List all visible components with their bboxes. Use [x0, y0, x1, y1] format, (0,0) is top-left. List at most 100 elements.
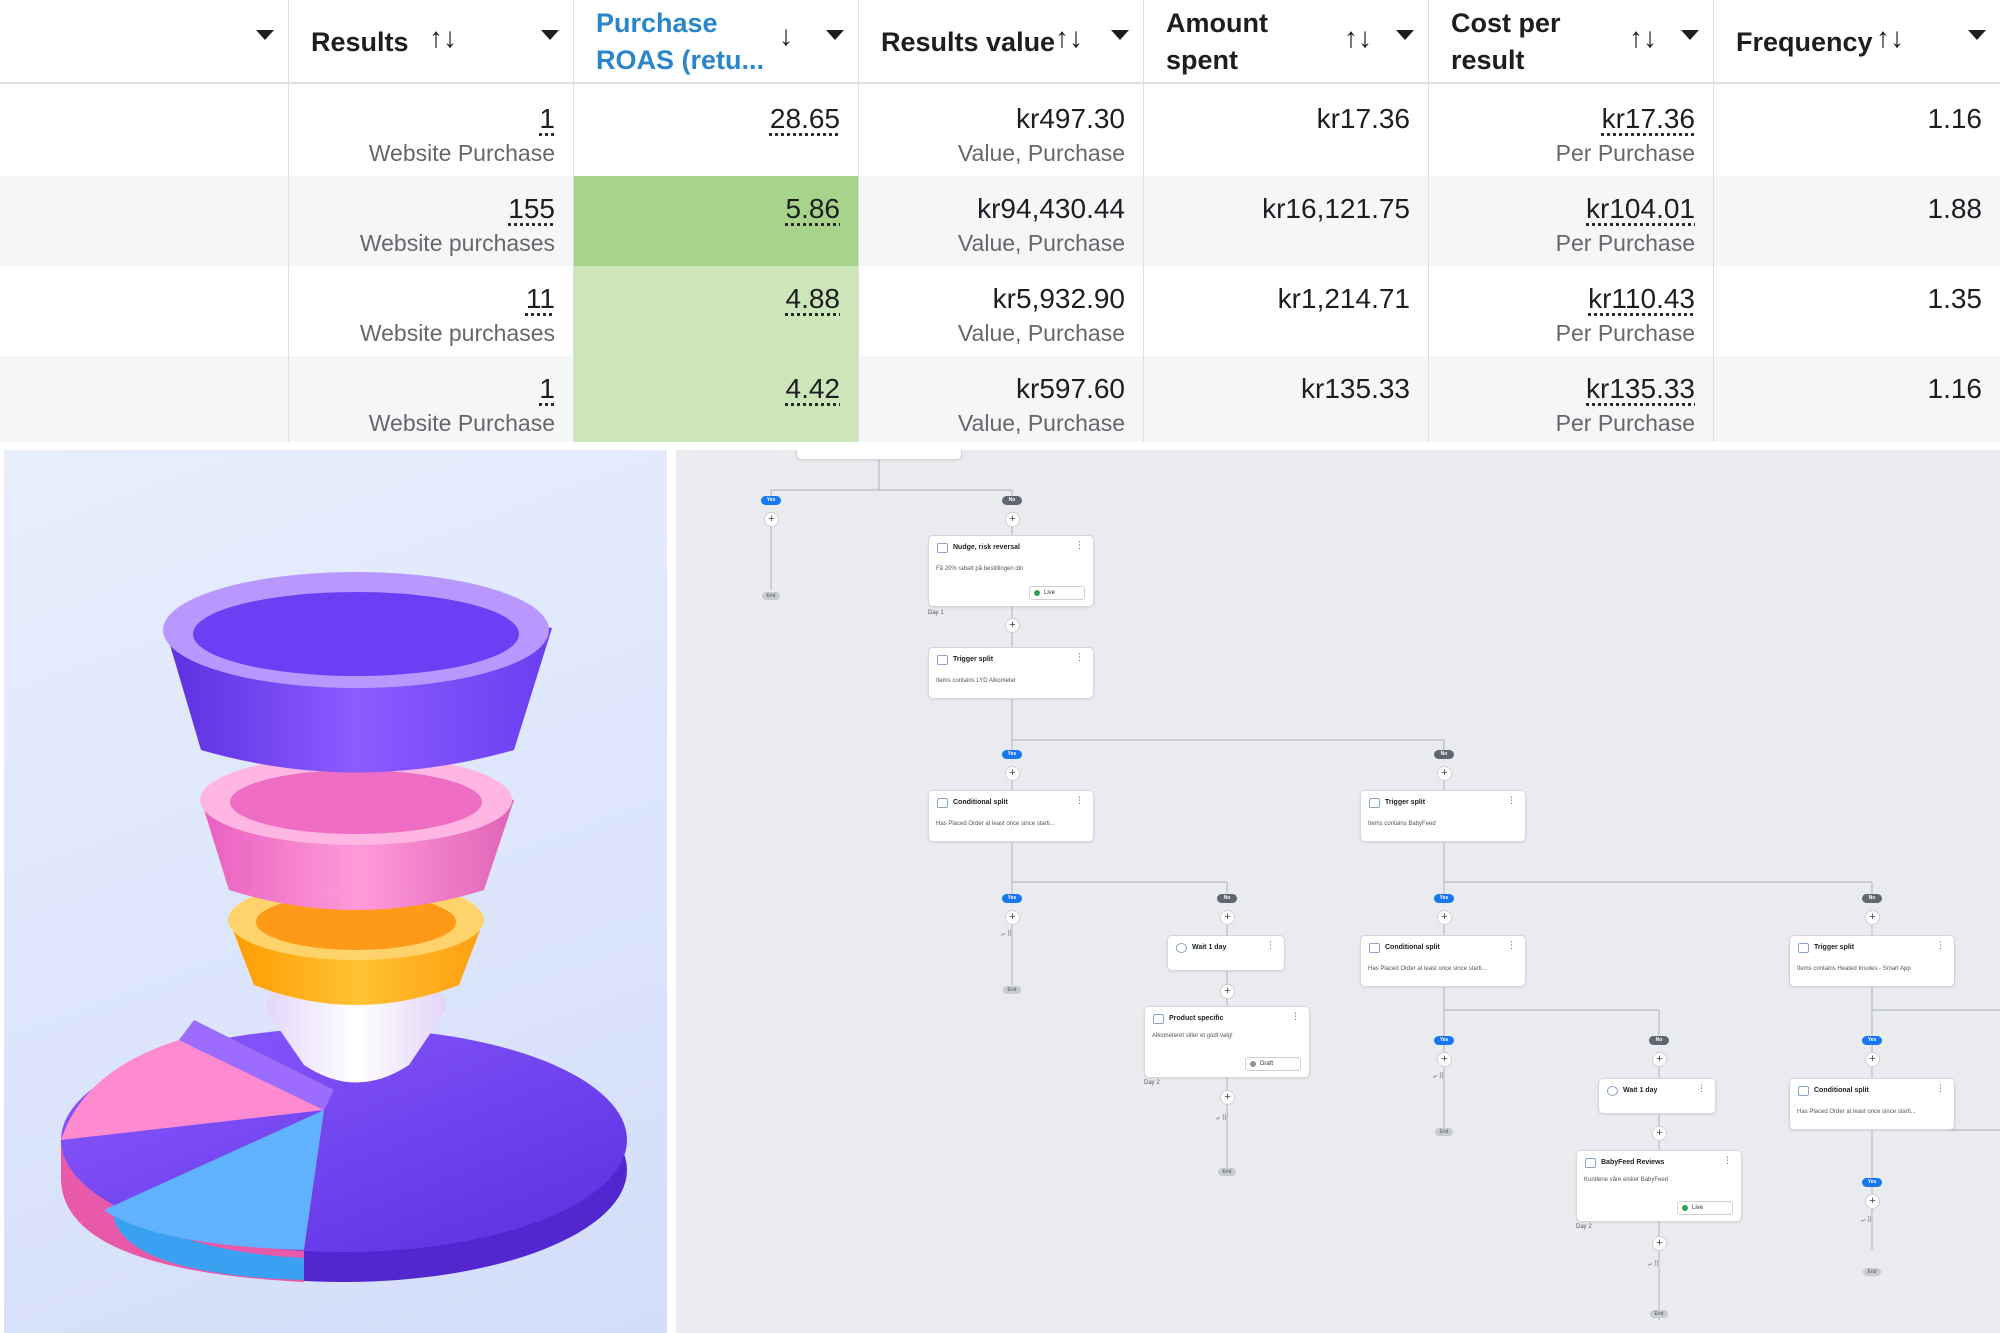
branch-no-badge: No — [1217, 894, 1237, 903]
chevron-down-icon[interactable] — [1681, 30, 1699, 40]
more-options-icon[interactable]: ⋮ — [1266, 940, 1275, 950]
add-step-icon[interactable]: + — [1220, 984, 1235, 999]
flow-node-trigger-split[interactable]: Trigger split ⋮ Items contains Heated In… — [1789, 935, 1955, 987]
sort-icon[interactable]: ↑↓ — [1344, 22, 1372, 53]
flow-node-wait[interactable]: Wait 1 day ⋮ — [1598, 1078, 1716, 1114]
sort-icon[interactable]: ↑↓ — [1055, 22, 1083, 53]
add-step-icon[interactable]: + — [1005, 512, 1020, 527]
add-step-icon[interactable]: + — [1865, 1052, 1880, 1067]
status-select[interactable]: Live — [1677, 1201, 1733, 1215]
status-select[interactable]: Live — [1029, 586, 1085, 600]
frequency-value: 1.16 — [1927, 103, 1983, 134]
more-options-icon[interactable]: ⋮ — [1507, 940, 1516, 950]
more-options-icon[interactable]: ⋮ — [1075, 652, 1084, 662]
flow-node-conditional-split[interactable]: Conditional split ⋮ Has Placed Order at … — [1360, 935, 1526, 987]
cost-per-result-value[interactable]: kr135.33 — [1586, 373, 1695, 404]
results-value[interactable]: 1 — [539, 103, 555, 134]
header-results-value[interactable]: Results value ↑↓ — [859, 0, 1143, 84]
results-value-cell: kr5,932.90 Value, Purchase — [859, 266, 1143, 356]
add-step-icon[interactable]: + — [1005, 766, 1020, 781]
add-step-icon[interactable]: + — [1005, 618, 1020, 633]
add-step-icon[interactable]: + — [764, 512, 779, 527]
flow-node-email-reviews[interactable]: BabyFeed Reviews ⋮ Kundene våre elsker B… — [1576, 1150, 1742, 1222]
flow-connectors — [770, 450, 2000, 1320]
chevron-down-icon[interactable] — [541, 30, 559, 40]
email-flow-builder-canvas[interactable]: Yes No + + End Nudge, risk reversal ⋮ Få… — [676, 450, 2000, 1333]
more-options-icon[interactable]: ⋮ — [1291, 1011, 1300, 1021]
column-divider — [288, 0, 289, 442]
add-step-icon[interactable]: + — [1220, 1090, 1235, 1105]
branch-tools-icon[interactable]: ⤶ ⠿ — [1216, 1115, 1227, 1122]
results-value[interactable]: 155 — [508, 193, 555, 224]
more-options-icon[interactable]: ⋮ — [1075, 795, 1084, 805]
delay-label: Day 1 — [928, 610, 944, 616]
column-divider — [1713, 0, 1714, 442]
chevron-down-icon[interactable] — [1111, 30, 1129, 40]
node-title: Product specific — [1169, 1015, 1224, 1022]
header-results[interactable]: Results ↑↓ — [289, 0, 573, 84]
flow-node-trigger-split[interactable]: Trigger split ⋮ Items contains LYD Alkom… — [928, 647, 1094, 699]
roas-value[interactable]: 4.42 — [785, 373, 841, 404]
flow-node-email-product[interactable]: Product specific ⋮ Alkometeret sliter et… — [1144, 1006, 1310, 1078]
results-value[interactable]: 11 — [525, 283, 555, 314]
branch-tools-icon[interactable]: ⤶ ⠿ — [1861, 1217, 1872, 1224]
chevron-down-icon[interactable] — [1968, 30, 1986, 40]
add-step-icon[interactable]: + — [1220, 910, 1235, 925]
flow-node-email-nudge[interactable]: Nudge, risk reversal ⋮ Få 20% rabatt på … — [928, 535, 1094, 607]
add-step-icon[interactable]: + — [1652, 1236, 1667, 1251]
flow-node-conditional-split[interactable]: Conditional split ⋮ Has Placed Order at … — [1789, 1078, 1955, 1130]
roas-value[interactable]: 4.88 — [785, 283, 841, 314]
branch-tools-icon[interactable]: ⤶ ⠿ — [1648, 1261, 1659, 1268]
roas-cell: 4.42 — [574, 356, 858, 442]
node-title: Trigger split — [953, 656, 994, 663]
table-row: 155 Website purchases 5.86 kr94,430.44 V… — [0, 176, 2000, 266]
cost-per-result-value[interactable]: kr110.43 — [1588, 283, 1695, 314]
cost-per-result-value[interactable]: kr104.01 — [1586, 193, 1695, 224]
sort-icon[interactable]: ↑↓ — [1629, 22, 1657, 53]
flow-node-trigger-split[interactable]: Trigger split ⋮ Items contains BabyFeed — [1360, 790, 1526, 842]
delay-label: Day 2 — [1144, 1080, 1160, 1086]
more-options-icon[interactable]: ⋮ — [1936, 1083, 1945, 1093]
chevron-down-icon[interactable] — [256, 30, 274, 40]
header-cost-per-result[interactable]: Cost per result ↑↓ — [1429, 0, 1713, 84]
cost-per-result-value[interactable]: kr17.36 — [1601, 103, 1695, 134]
sort-descending-icon[interactable]: ↓ — [779, 20, 793, 51]
sort-icon[interactable]: ↑↓ — [429, 22, 457, 53]
end-marker: End — [1435, 1128, 1453, 1136]
header-frequency[interactable]: Frequency ↑↓ — [1714, 0, 2000, 84]
funnel-pie-chart-icon — [61, 572, 627, 1282]
results-value-cell: kr597.60 Value, Purchase — [859, 356, 1143, 446]
add-step-icon[interactable]: + — [1865, 1194, 1880, 1209]
add-step-icon[interactable]: + — [1437, 766, 1452, 781]
split-icon — [1369, 798, 1380, 808]
header-amount-spent[interactable]: Amount spent ↑↓ — [1144, 0, 1428, 84]
add-step-icon[interactable]: + — [1437, 910, 1452, 925]
results-type: Website purchases — [359, 230, 555, 256]
add-step-icon[interactable]: + — [1437, 1052, 1452, 1067]
more-options-icon[interactable]: ⋮ — [1936, 940, 1945, 950]
results-value-cell: kr497.30 Value, Purchase — [859, 86, 1143, 176]
chevron-down-icon[interactable] — [826, 30, 844, 40]
flow-node-wait[interactable]: Wait 1 day ⋮ — [1167, 935, 1285, 971]
roas-value[interactable]: 5.86 — [785, 193, 841, 224]
header-purchase-roas[interactable]: Purchase ROAS (retu... ↓ — [574, 0, 858, 84]
sort-icon[interactable]: ↑↓ — [1876, 22, 1904, 53]
chevron-down-icon[interactable] — [1396, 30, 1414, 40]
roas-value[interactable]: 28.65 — [769, 103, 840, 134]
results-value-amount: kr94,430.44 — [977, 193, 1125, 224]
branch-tools-icon[interactable]: ⤶ ⠿ — [1433, 1073, 1444, 1080]
header-name-column[interactable] — [0, 0, 288, 84]
add-step-icon[interactable]: + — [1865, 910, 1880, 925]
flow-node-partial[interactable] — [796, 450, 962, 460]
status-select[interactable]: Draft — [1245, 1057, 1301, 1071]
more-options-icon[interactable]: ⋮ — [1697, 1083, 1706, 1093]
more-options-icon[interactable]: ⋮ — [1075, 540, 1084, 550]
more-options-icon[interactable]: ⋮ — [1723, 1155, 1732, 1165]
flow-node-conditional-split[interactable]: Conditional split ⋮ Has Placed Order at … — [928, 790, 1094, 842]
more-options-icon[interactable]: ⋮ — [1507, 795, 1516, 805]
results-value[interactable]: 1 — [539, 373, 555, 404]
branch-tools-icon[interactable]: ⤶ ⠿ — [1001, 931, 1012, 938]
add-step-icon[interactable]: + — [1005, 910, 1020, 925]
add-step-icon[interactable]: + — [1652, 1126, 1667, 1141]
add-step-icon[interactable]: + — [1652, 1052, 1667, 1067]
